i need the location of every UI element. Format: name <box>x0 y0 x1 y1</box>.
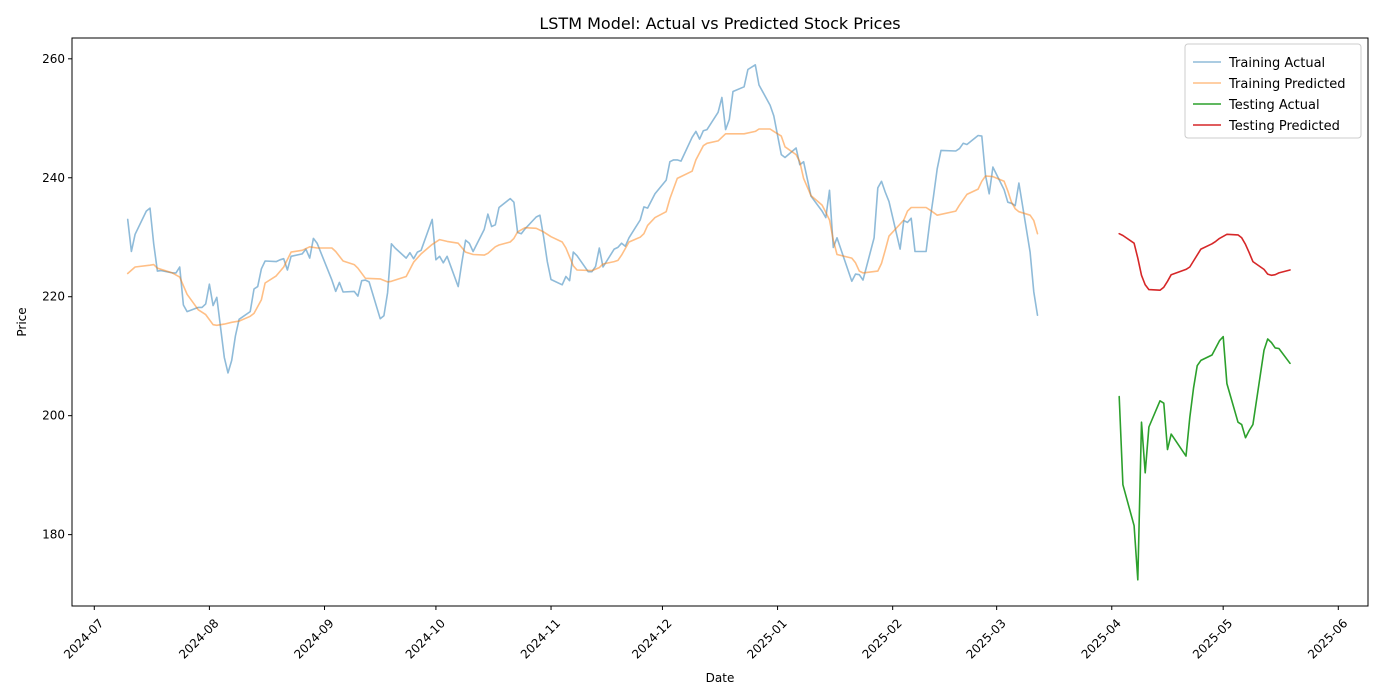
y-axis: 180 200 220 240 260 <box>42 52 72 542</box>
series-line-training-predicted <box>126 128 1039 327</box>
series-line-testing-actual <box>1118 335 1291 581</box>
series-line-training-actual <box>126 64 1039 374</box>
legend-box <box>1184 43 1362 139</box>
legend-label-testing-actual: Testing Actual <box>1228 98 1320 113</box>
y-axis-label: Price <box>15 307 29 336</box>
series-line-testing-predicted <box>1118 232 1291 291</box>
y-tick-label: 260 <box>42 52 65 66</box>
y-tick-label: 220 <box>42 290 65 304</box>
y-tick-label: 180 <box>42 528 65 542</box>
legend-label-training-predicted: Training Predicted <box>1228 77 1345 92</box>
plot-frame <box>71 37 1369 607</box>
y-tick-label: 200 <box>42 409 65 423</box>
legend: Training Actual Training Predicted Testing… <box>1184 43 1362 139</box>
chart-title: LSTM Model: Actual vs Predicted Stock Pr… <box>539 14 900 33</box>
legend-label-testing-predicted: Testing Predicted <box>1228 119 1340 134</box>
legend-label-training-actual: Training Actual <box>1228 56 1325 71</box>
x-axis-label: Date <box>706 671 735 685</box>
series-layer <box>126 64 1291 581</box>
y-tick-label: 240 <box>42 171 65 185</box>
